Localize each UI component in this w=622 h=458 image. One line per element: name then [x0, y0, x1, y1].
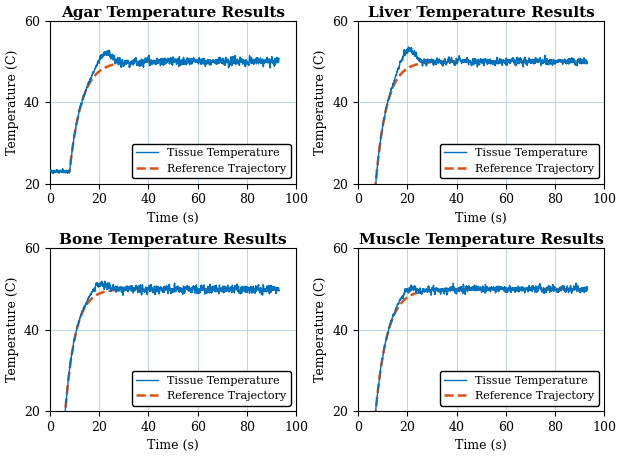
Reference Trajectory	[86, 298, 93, 304]
Tissue Temperature	[101, 278, 109, 284]
Tissue Temperature	[554, 60, 562, 65]
Tissue Temperature	[86, 78, 93, 84]
Tissue Temperature	[554, 288, 562, 293]
Reference Trajectory	[583, 286, 591, 292]
Y-axis label: Temperature (C): Temperature (C)	[313, 49, 327, 155]
Reference Trajectory	[355, 185, 362, 191]
Y-axis label: Temperature (C): Temperature (C)	[6, 49, 19, 155]
Tissue Temperature	[381, 344, 388, 350]
Tissue Temperature	[579, 285, 587, 290]
Tissue Temperature	[86, 293, 93, 299]
Reference Trajectory	[554, 286, 562, 292]
Tissue Temperature	[276, 55, 283, 61]
Reference Trajectory	[46, 417, 53, 422]
Legend: Tissue Temperature, Reference Trajectory: Tissue Temperature, Reference Trajectory	[440, 371, 599, 406]
Tissue Temperature	[394, 65, 402, 71]
Tissue Temperature	[452, 59, 460, 65]
Tissue Temperature	[271, 286, 279, 291]
Reference Trajectory	[579, 286, 587, 292]
Reference Trajectory	[246, 286, 254, 292]
Reference Trajectory	[355, 413, 362, 418]
Tissue Temperature	[72, 123, 80, 128]
Line: Reference Trajectory: Reference Trajectory	[358, 289, 587, 415]
Reference Trajectory	[144, 286, 151, 292]
Reference Trajectory	[452, 286, 460, 292]
Line: Tissue Temperature: Tissue Temperature	[50, 281, 279, 421]
Tissue Temperature	[144, 58, 152, 63]
Line: Reference Trajectory: Reference Trajectory	[50, 61, 279, 171]
Line: Reference Trajectory: Reference Trajectory	[358, 61, 587, 188]
Line: Reference Trajectory: Reference Trajectory	[50, 289, 279, 420]
Tissue Temperature	[355, 185, 362, 191]
X-axis label: Time (s): Time (s)	[147, 439, 199, 453]
Tissue Temperature	[442, 287, 450, 293]
Tissue Temperature	[405, 44, 412, 50]
Tissue Temperature	[583, 59, 591, 65]
Reference Trajectory	[86, 80, 93, 86]
Reference Trajectory	[583, 59, 591, 64]
Reference Trajectory	[271, 286, 278, 292]
Reference Trajectory	[442, 59, 450, 65]
Reference Trajectory	[46, 169, 53, 174]
X-axis label: Time (s): Time (s)	[455, 439, 507, 453]
Tissue Temperature	[442, 62, 450, 67]
Legend: Tissue Temperature, Reference Trajectory: Tissue Temperature, Reference Trajectory	[131, 371, 290, 406]
Y-axis label: Temperature (C): Temperature (C)	[313, 277, 327, 382]
Tissue Temperature	[49, 171, 56, 176]
Tissue Temperature	[52, 419, 59, 424]
Reference Trajectory	[276, 286, 283, 292]
Reference Trajectory	[579, 59, 587, 64]
Tissue Temperature	[246, 286, 254, 292]
Reference Trajectory	[134, 59, 141, 65]
Tissue Temperature	[583, 287, 591, 293]
Tissue Temperature	[579, 59, 587, 65]
Tissue Temperature	[134, 289, 142, 294]
Title: Muscle Temperature Results: Muscle Temperature Results	[359, 233, 604, 247]
Tissue Temperature	[276, 288, 283, 293]
Tissue Temperature	[271, 61, 279, 66]
Title: Liver Temperature Results: Liver Temperature Results	[368, 5, 595, 20]
Reference Trajectory	[271, 59, 278, 64]
Legend: Tissue Temperature, Reference Trajectory: Tissue Temperature, Reference Trajectory	[440, 143, 599, 178]
Line: Tissue Temperature: Tissue Temperature	[358, 283, 587, 417]
Tissue Temperature	[72, 329, 80, 335]
Tissue Temperature	[134, 61, 142, 67]
Tissue Temperature	[246, 55, 254, 60]
Reference Trajectory	[134, 286, 141, 292]
Reference Trajectory	[381, 115, 388, 121]
Tissue Temperature	[452, 291, 460, 296]
Tissue Temperature	[144, 287, 152, 293]
Tissue Temperature	[46, 169, 53, 174]
Y-axis label: Temperature (C): Temperature (C)	[6, 277, 19, 382]
Reference Trajectory	[442, 287, 450, 292]
Tissue Temperature	[450, 280, 457, 286]
Tissue Temperature	[381, 116, 388, 122]
Title: Bone Temperature Results: Bone Temperature Results	[59, 233, 287, 247]
Tissue Temperature	[105, 48, 113, 53]
Reference Trajectory	[452, 59, 460, 64]
Reference Trajectory	[72, 124, 80, 130]
Legend: Tissue Temperature, Reference Trajectory: Tissue Temperature, Reference Trajectory	[131, 143, 290, 178]
Tissue Temperature	[46, 416, 53, 422]
Reference Trajectory	[276, 59, 283, 64]
Title: Agar Temperature Results: Agar Temperature Results	[61, 5, 285, 20]
X-axis label: Time (s): Time (s)	[147, 212, 199, 225]
Reference Trajectory	[394, 75, 402, 81]
Tissue Temperature	[366, 414, 374, 420]
Tissue Temperature	[355, 412, 362, 418]
Reference Trajectory	[381, 346, 388, 351]
Reference Trajectory	[246, 59, 254, 64]
Reference Trajectory	[144, 59, 151, 65]
Reference Trajectory	[394, 305, 402, 311]
Reference Trajectory	[72, 330, 80, 335]
Reference Trajectory	[554, 59, 562, 64]
Tissue Temperature	[362, 187, 369, 192]
Line: Tissue Temperature: Tissue Temperature	[50, 50, 279, 174]
Tissue Temperature	[394, 302, 402, 307]
Line: Tissue Temperature: Tissue Temperature	[358, 47, 587, 190]
X-axis label: Time (s): Time (s)	[455, 212, 507, 225]
